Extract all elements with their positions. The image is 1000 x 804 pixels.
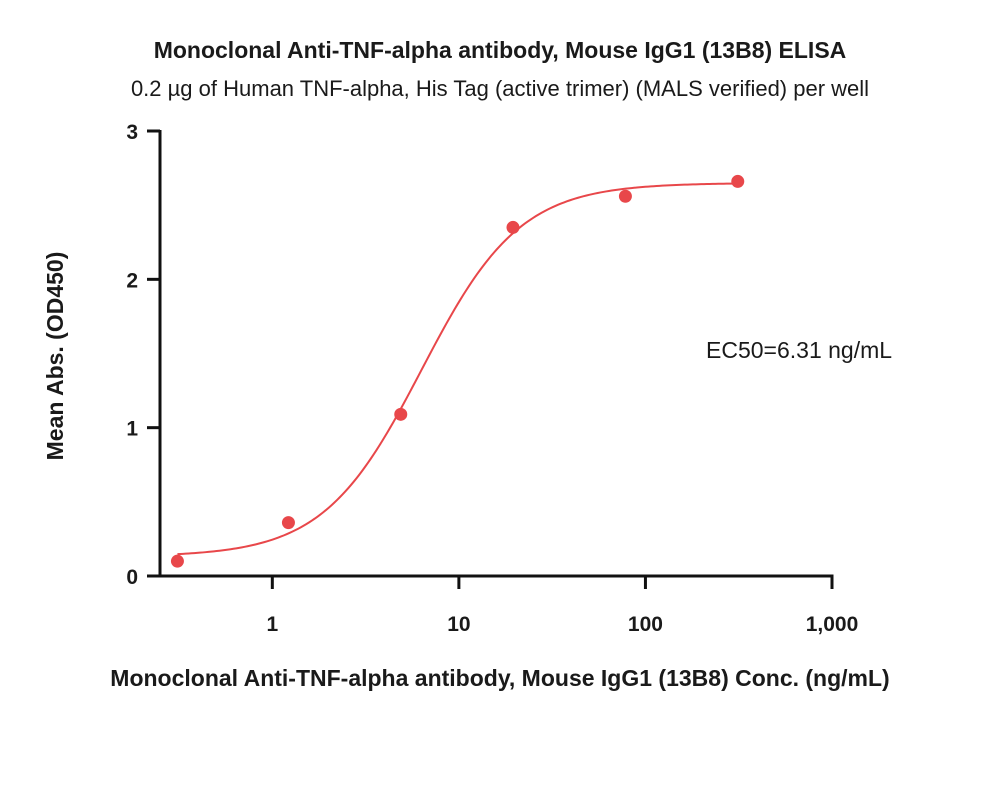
- x-tick-label: 10: [447, 613, 470, 636]
- y-axis-label: Mean Abs. (OD450): [42, 252, 68, 461]
- x-axis-ticks: 1 10 100 1,000: [266, 576, 858, 636]
- y-axis-ticks: 0 1 2 3: [126, 121, 160, 589]
- data-point: [618, 189, 632, 203]
- data-point: [731, 174, 745, 188]
- data-point: [170, 554, 184, 568]
- x-axis-label: Monoclonal Anti-TNF-alpha antibody, Mous…: [110, 665, 889, 691]
- data-points: [170, 174, 745, 568]
- data-point: [394, 407, 408, 421]
- data-point: [506, 220, 520, 234]
- x-tick-label: 100: [628, 613, 663, 636]
- chart-title: Monoclonal Anti-TNF-alpha antibody, Mous…: [154, 37, 847, 63]
- x-tick-label: 1,000: [806, 613, 859, 636]
- ec50-annotation: EC50=6.31 ng/mL: [706, 337, 892, 363]
- x-tick-label: 1: [266, 613, 278, 636]
- y-tick-label: 0: [126, 566, 138, 589]
- fit-curve: [177, 182, 738, 556]
- y-tick-label: 2: [126, 269, 138, 292]
- data-point: [281, 516, 295, 530]
- chart-subtitle: 0.2 µg of Human TNF-alpha, His Tag (acti…: [131, 76, 869, 101]
- y-tick-label: 3: [126, 121, 138, 144]
- y-tick-label: 1: [126, 418, 138, 441]
